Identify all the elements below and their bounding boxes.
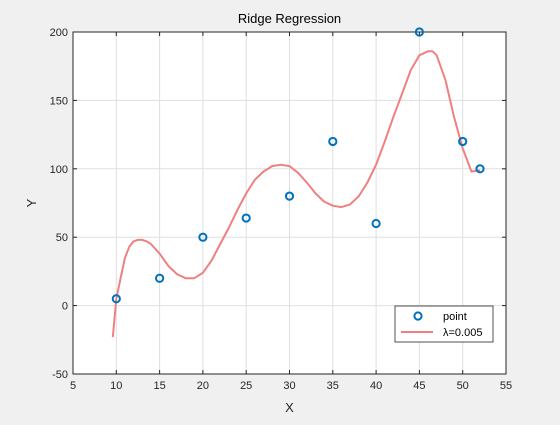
data-point [111,294,121,304]
data-point [414,27,424,37]
y-tick-label: 50 [56,232,68,244]
x-axis-label: X [285,400,294,415]
x-tick-label: 20 [197,380,209,392]
series-layer [111,27,485,338]
legend-box [394,305,494,343]
data-point [198,232,208,242]
data-point [284,191,295,201]
x-tick-label: 25 [240,380,252,392]
x-tick-labels: 5 10 15 20 25 30 35 40 45 50 55 [70,380,512,392]
y-tick-label: 150 [50,95,68,107]
x-tick-label: 55 [500,380,512,392]
legend: point λ=0.005 [394,305,494,343]
legend-point-marker [413,311,423,321]
y-axis-label: Y [24,198,39,207]
data-point [328,136,338,147]
x-tick-label: 5 [70,380,76,392]
y-tick-label: 100 [50,164,68,176]
x-tick-label: 15 [153,380,165,392]
ridge-fit-line [111,50,481,338]
legend-label-lambda: λ=0.005 [443,327,482,339]
y-tick-label: 200 [50,27,68,39]
data-point [241,213,251,223]
ticks [72,31,507,375]
y-tick-label: 0 [62,301,68,313]
data-point [371,218,381,229]
legend-label-point: point [443,311,467,323]
x-tick-label: 40 [370,380,382,392]
x-tick-label: 50 [457,380,469,392]
x-tick-label: 30 [283,380,295,392]
data-point [458,136,468,147]
y-tick-label: -50 [52,369,68,381]
x-tick-label: 10 [110,380,122,392]
x-tick-label: 45 [413,380,425,392]
data-point [155,273,165,283]
chart-title: Ridge Regression [238,11,341,26]
x-tick-label: 35 [327,380,339,392]
data-point [475,164,485,174]
y-tick-labels: -50 0 50 100 150 200 [50,27,68,381]
